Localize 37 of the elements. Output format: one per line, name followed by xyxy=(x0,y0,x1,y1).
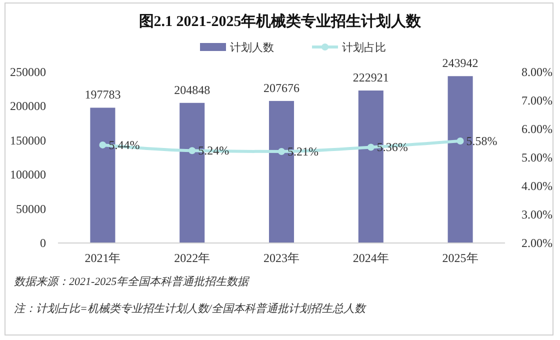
point xyxy=(188,147,196,154)
data-label: 222921 xyxy=(352,70,389,85)
data-label: 197783 xyxy=(84,88,121,102)
y-tick-label: 200000 xyxy=(10,99,46,114)
data-label: 5.24% xyxy=(198,144,230,158)
data-label: 243942 xyxy=(442,56,478,70)
y-tick-label: 150000 xyxy=(10,133,46,148)
x-tick-label: 2022年 xyxy=(174,251,210,265)
y2-tick-label: 3.00% xyxy=(522,208,552,222)
text: 注：计划占比=机械类专业招生计划人数/全国本科普通批计划招生总人数 xyxy=(14,302,366,315)
x-tick-label: 2025年 xyxy=(442,251,478,265)
data-label: 207676 xyxy=(264,80,300,95)
x-tick-label: 2021年 xyxy=(84,251,121,265)
legend-label: 计划占比 xyxy=(342,41,386,54)
y2-tick-label: 4.00% xyxy=(522,179,552,193)
y-tick-label: 50000 xyxy=(16,202,46,216)
y2-tick-label: 8.00% xyxy=(522,65,552,79)
data-label: 5.21% xyxy=(288,144,318,159)
y-tick-label: 250000 xyxy=(10,65,46,79)
y-tick-label: 0 xyxy=(40,236,46,250)
point xyxy=(456,137,464,144)
legend-label: 计划人数 xyxy=(230,41,274,54)
x-tick-label: 2024年 xyxy=(352,251,389,265)
y2-tick-label: 5.00% xyxy=(522,150,552,164)
y2-tick-label: 7.00% xyxy=(522,94,552,108)
point xyxy=(367,144,374,151)
point xyxy=(99,141,106,148)
chart-title: 图2.1 2021-2025年机械类专业招生计划人数 xyxy=(138,13,422,30)
data-label: 5.36% xyxy=(376,140,408,154)
y2-tick-label: 2.00% xyxy=(522,236,552,250)
data-label: 204848 xyxy=(174,82,210,97)
point xyxy=(278,148,285,156)
source-note: 数据来源：2021-2025年全国本科普通批招生数据 xyxy=(14,275,251,288)
x-tick-label: 2023年 xyxy=(264,251,300,265)
y-tick-label: 100000 xyxy=(10,168,46,182)
data-label: 5.44% xyxy=(108,138,140,152)
y2-tick-label: 6.00% xyxy=(522,122,552,136)
